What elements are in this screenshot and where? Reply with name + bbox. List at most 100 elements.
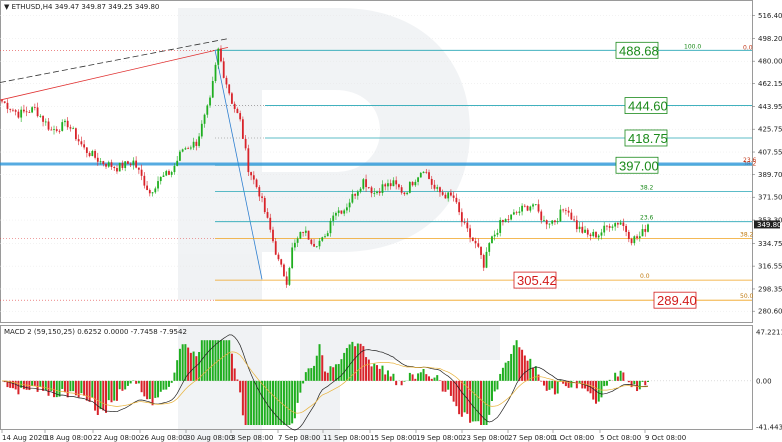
candle-body xyxy=(630,239,633,244)
candle-body xyxy=(458,202,461,213)
candle-body xyxy=(556,221,559,223)
candle-body xyxy=(140,169,143,176)
candle-body xyxy=(272,229,274,242)
candle-body xyxy=(266,212,269,218)
candle-body xyxy=(414,181,417,186)
candle-body xyxy=(288,267,291,285)
candle-body xyxy=(608,226,611,228)
candle-body xyxy=(225,77,228,85)
candle-body xyxy=(356,191,359,196)
candle-body xyxy=(611,226,614,228)
candle-body xyxy=(129,163,132,165)
candle-body xyxy=(578,226,581,230)
fib-level-label: 0.0 xyxy=(640,273,650,280)
candle-body xyxy=(88,152,91,157)
candle-body xyxy=(419,172,422,178)
candle-body xyxy=(562,209,565,211)
target-label-text: 289.40 xyxy=(657,293,697,308)
candle-body xyxy=(159,176,162,182)
candle-body xyxy=(389,183,392,187)
candle-body xyxy=(252,175,255,180)
candle-body xyxy=(220,48,222,62)
candle-body xyxy=(255,179,258,188)
price-tick-label: 316.55 xyxy=(758,263,782,271)
time-tick-label: 9 Oct 08:00 xyxy=(645,434,686,442)
candle-body xyxy=(214,64,217,82)
candle-body xyxy=(53,129,55,131)
candle-body xyxy=(644,229,647,232)
time-tick-label: 26 Aug 08:00 xyxy=(140,434,187,442)
target-label-text: 397.00 xyxy=(619,158,659,173)
target-label-text: 418.75 xyxy=(628,131,668,146)
candle-body xyxy=(211,81,214,98)
candle-body xyxy=(200,123,203,137)
current-price-label: 349.80 xyxy=(757,221,782,229)
candle-body xyxy=(411,181,414,186)
candle-body xyxy=(636,236,638,238)
time-tick-label: 1 Oct 08:00 xyxy=(553,434,594,442)
candle-body xyxy=(42,115,44,122)
target-label-box xyxy=(624,129,668,147)
macd-panel xyxy=(0,325,753,430)
candle-body xyxy=(488,243,491,252)
price-tick-label: 425.75 xyxy=(758,126,782,134)
candle-body xyxy=(545,220,548,225)
time-tick-label: 5 Oct 08:00 xyxy=(600,434,641,442)
candle-body xyxy=(263,197,266,213)
candle-body xyxy=(261,196,263,198)
fib-level-label: 38.2 xyxy=(640,185,654,192)
candle-body xyxy=(91,150,94,157)
candle-body xyxy=(455,197,458,203)
candle-body xyxy=(564,209,567,211)
candle-body xyxy=(504,219,507,222)
candle-body xyxy=(217,48,220,65)
candle-body xyxy=(269,217,272,230)
candle-body xyxy=(332,215,335,221)
candle-body xyxy=(452,195,455,198)
candle-body xyxy=(499,220,502,233)
candle-body xyxy=(496,232,499,235)
candle-body xyxy=(146,185,148,191)
candle-body xyxy=(99,161,102,162)
candle-body xyxy=(603,225,606,233)
candle-body xyxy=(521,205,523,212)
symbol-label: ETHUSD,H4 xyxy=(12,3,53,11)
candle-body xyxy=(600,232,603,236)
fib-right-label: 0.0 xyxy=(743,44,753,51)
candle-body xyxy=(296,238,299,243)
candle-body xyxy=(392,180,395,187)
candle-body xyxy=(573,219,575,221)
candle-body xyxy=(403,192,406,195)
candle-body xyxy=(477,243,480,247)
price-tick-label: 480.00 xyxy=(758,58,782,66)
candle-body xyxy=(425,171,428,173)
candle-body xyxy=(124,161,127,168)
candle-body xyxy=(326,233,329,237)
candle-body xyxy=(31,107,34,113)
candle-body xyxy=(444,194,447,199)
candle-body xyxy=(168,171,170,175)
candle-body xyxy=(118,162,121,172)
candle-body xyxy=(274,241,277,255)
candle-body xyxy=(47,121,50,130)
candle-body xyxy=(3,101,6,103)
candle-body xyxy=(417,177,419,182)
candle-body xyxy=(329,220,332,234)
candle-body xyxy=(17,111,20,118)
candle-body xyxy=(518,211,521,213)
candle-body xyxy=(551,220,554,224)
time-tick-label: 19 Sep 08:00 xyxy=(416,434,463,442)
candle-body xyxy=(310,239,313,244)
signal-line xyxy=(2,351,649,414)
candle-body xyxy=(61,122,64,131)
candle-body xyxy=(422,171,425,173)
time-tick-label: 3 Sep 08:00 xyxy=(231,434,273,442)
time-tick-label: 23 Sep 08:00 xyxy=(462,434,509,442)
candle-body xyxy=(14,110,17,112)
candle-body xyxy=(507,219,510,220)
candle-body xyxy=(428,172,430,179)
candle-body xyxy=(293,242,296,248)
candle-body xyxy=(398,184,400,188)
